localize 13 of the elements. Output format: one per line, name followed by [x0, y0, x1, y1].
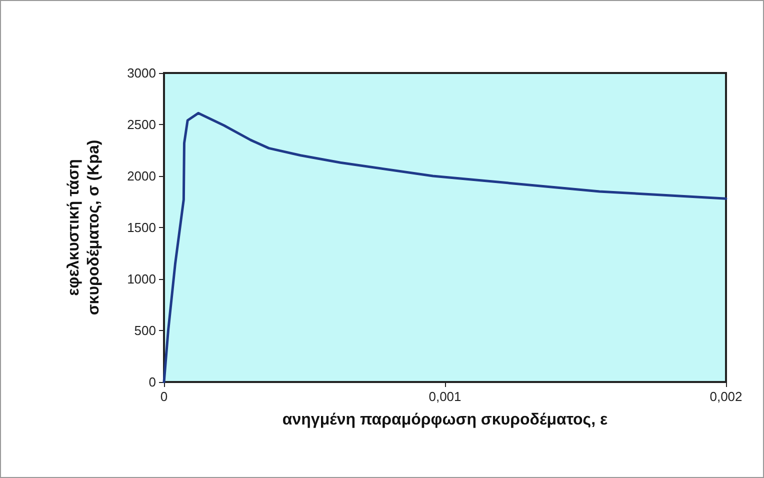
y-tick-label: 2000: [127, 168, 156, 184]
y-tick-label: 1500: [127, 220, 156, 235]
y-tick-label: 0: [148, 374, 156, 390]
x-axis-title: ανηγμένη παραμόρφωση σκυροδέματος, ε: [282, 412, 608, 428]
y-tick-label: 500: [134, 323, 156, 338]
x-tick-label: 0: [160, 389, 168, 404]
line-series: [162, 112, 728, 384]
y-tick-label: 3000: [127, 66, 156, 80]
x-tick-label: 0,001: [428, 389, 462, 404]
y-tick-label: 2500: [127, 117, 156, 132]
x-tick-label: 0,002: [710, 389, 742, 404]
y-axis-title: εφελκυστική τάση σκυροδέματος, σ (Kpa): [66, 140, 102, 316]
y-tick-label: 1000: [127, 272, 156, 286]
